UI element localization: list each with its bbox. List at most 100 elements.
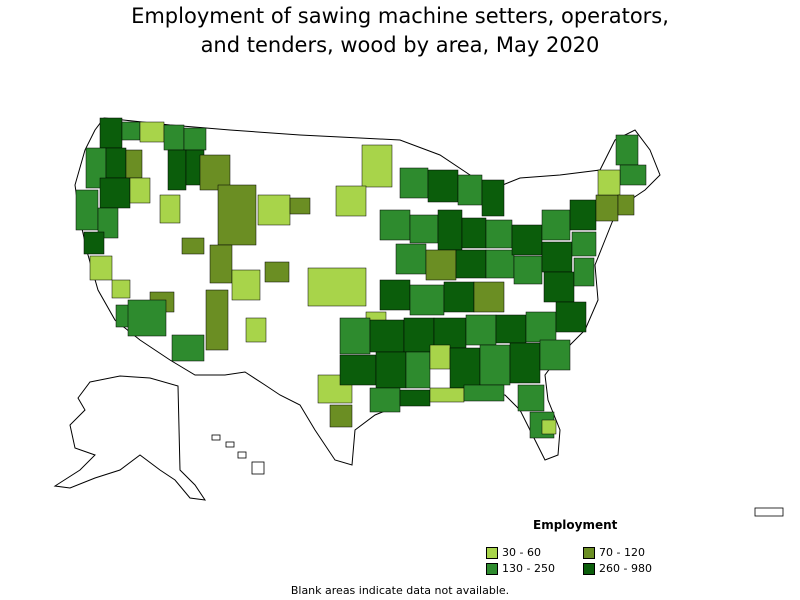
area-shape <box>205 289 229 351</box>
area-shape <box>573 257 595 287</box>
legend-label: 260 - 980 <box>599 562 652 575</box>
region-northeast <box>511 134 647 333</box>
legend-grid: 30 - 60 70 - 120 130 - 250 260 - 980 <box>486 546 686 575</box>
area-shape <box>105 147 127 179</box>
area-shape <box>139 121 165 143</box>
area-shape <box>163 124 185 151</box>
area-shape <box>571 231 597 257</box>
alaska <box>53 375 207 501</box>
area-shape <box>339 354 377 386</box>
region-south <box>339 311 571 439</box>
area-shape <box>461 217 487 249</box>
area-shape <box>485 219 513 249</box>
area-shape <box>425 249 457 281</box>
region-plains <box>307 144 393 428</box>
area-shape <box>129 177 151 204</box>
area-shape <box>509 342 541 384</box>
area-shape <box>485 249 515 279</box>
legend-label: 130 - 250 <box>502 562 555 575</box>
area-shape <box>245 317 267 343</box>
area-shape <box>159 194 181 224</box>
legend-label: 30 - 60 <box>502 546 541 559</box>
area-shape <box>463 384 505 402</box>
area-shape <box>517 384 545 412</box>
area-shape <box>339 317 371 355</box>
hawaii <box>211 434 265 475</box>
legend-label: 70 - 120 <box>599 546 645 559</box>
legend-item: 130 - 250 <box>486 562 583 575</box>
area-shape <box>379 209 411 241</box>
legend-item: 30 - 60 <box>486 546 583 559</box>
region-california <box>75 189 135 328</box>
map-title: Employment of sawing machine setters, op… <box>0 2 800 60</box>
area-shape <box>237 451 247 459</box>
area-shape <box>89 255 113 281</box>
legend-swatch <box>583 546 595 559</box>
title-line-2: and tenders, wood by area, May 2020 <box>200 33 600 57</box>
area-shape <box>455 249 487 279</box>
legend-swatch <box>486 546 498 559</box>
area-shape <box>479 344 511 386</box>
area-shape <box>433 317 467 349</box>
area-shape <box>449 347 481 389</box>
area-shape <box>427 169 459 203</box>
legend-item: 260 - 980 <box>583 562 683 575</box>
area-shape <box>289 197 311 215</box>
area-shape <box>403 317 435 353</box>
area-shape <box>199 154 231 191</box>
legend: Employment 30 - 60 70 - 120 130 - 250 26… <box>486 518 686 575</box>
area-shape <box>539 339 571 371</box>
area-shape <box>513 255 543 285</box>
puerto-rico <box>754 507 784 517</box>
area-shape <box>481 179 505 217</box>
area-shape <box>541 419 557 435</box>
area-shape <box>125 149 143 179</box>
area-shape <box>99 177 131 209</box>
area-shape <box>405 351 431 389</box>
area-shape <box>335 185 367 217</box>
area-shape <box>231 269 261 301</box>
legend-swatch <box>583 562 595 575</box>
area-shape <box>257 194 291 226</box>
area-shape <box>409 284 445 316</box>
area-shape <box>75 189 99 231</box>
region-northwest <box>85 117 231 224</box>
area-shape <box>264 261 290 283</box>
area-shape <box>619 164 647 186</box>
area-shape <box>457 174 483 206</box>
area-shape <box>617 194 635 216</box>
legend-title: Employment <box>533 518 618 532</box>
area-shape <box>525 311 557 343</box>
footnote: Blank areas indicate data not available. <box>290 584 510 597</box>
area-shape <box>97 207 119 239</box>
area-shape <box>379 279 411 311</box>
area-shape <box>121 121 141 141</box>
area-shape <box>541 209 571 241</box>
area-shape <box>181 237 205 255</box>
area-shape <box>443 281 475 313</box>
area-shape <box>375 351 407 389</box>
area-shape <box>399 389 431 407</box>
area-shape <box>511 224 543 256</box>
area-shape <box>183 127 207 151</box>
area-shape <box>209 244 233 284</box>
area-shape <box>541 241 573 273</box>
area-shape <box>369 387 401 413</box>
area-shape <box>597 169 621 196</box>
area-shape <box>225 441 235 448</box>
area-shape <box>399 167 429 199</box>
area-shape <box>361 144 393 188</box>
area-shape <box>437 209 463 251</box>
area-shape <box>543 271 575 303</box>
area-shape <box>211 434 221 441</box>
area-shape <box>369 319 405 353</box>
area-shape <box>307 267 367 307</box>
area-shape <box>127 299 167 337</box>
region-mountain <box>127 184 311 362</box>
area-shape <box>83 231 105 255</box>
area-shape <box>167 149 187 191</box>
area-shape <box>429 387 465 403</box>
area-shape <box>251 461 265 475</box>
area-shape <box>395 243 427 275</box>
